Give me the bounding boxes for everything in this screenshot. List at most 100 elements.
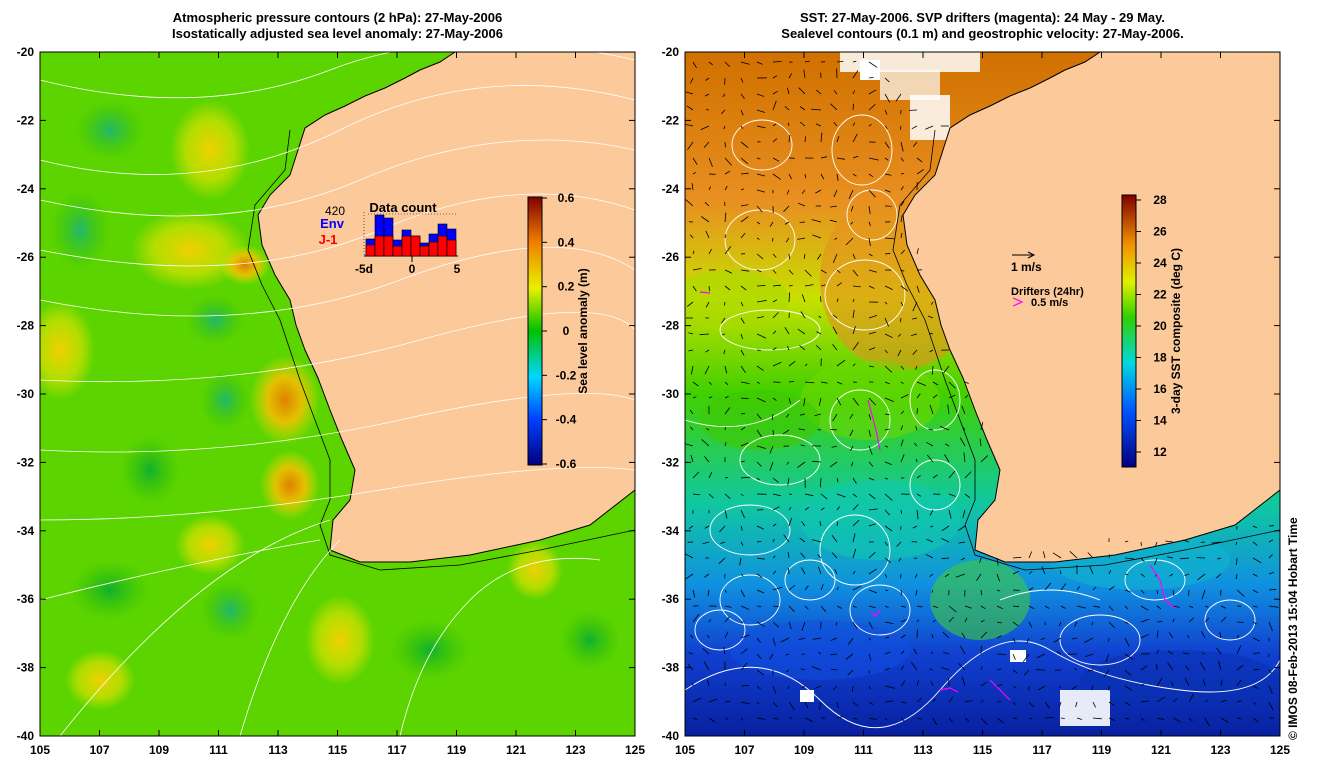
velocity-arrow	[958, 541, 966, 544]
velocity-arrow	[769, 445, 774, 454]
velocity-arrow	[756, 109, 765, 113]
velocity-arrow	[1091, 685, 1094, 691]
velocity-arrow	[811, 108, 822, 111]
velocity-arrow	[831, 552, 838, 559]
velocity-arrow	[1252, 589, 1259, 594]
velocity-arrow	[900, 301, 904, 307]
velocity-arrow	[979, 438, 982, 447]
velocity-arrow	[740, 349, 745, 356]
velocity-arrow	[916, 619, 920, 623]
velocity-arrow	[1056, 650, 1062, 655]
velocity-arrow	[708, 248, 712, 255]
velocity-arrow	[947, 404, 950, 415]
velocity-arrow	[1012, 637, 1016, 643]
velocity-arrow	[884, 333, 893, 339]
velocity-arrow	[804, 381, 815, 384]
velocity-arrow	[787, 552, 790, 559]
velocity-arrow	[772, 701, 778, 708]
velocity-arrow	[686, 301, 694, 307]
velocity-arrow	[964, 394, 969, 399]
velocity-arrow	[739, 557, 742, 566]
velocity-arrow	[948, 470, 956, 479]
velocity-arrow	[916, 493, 922, 497]
velocity-arrow	[1091, 621, 1094, 626]
velocity-arrow	[852, 548, 857, 559]
velocity-arrow	[756, 541, 762, 543]
velocity-arrow	[980, 699, 984, 703]
velocity-arrow	[962, 509, 966, 519]
velocity-arrow	[1028, 587, 1034, 591]
velocity-arrow	[756, 381, 760, 384]
velocity-arrow	[801, 567, 806, 575]
velocity-arrow	[740, 365, 746, 374]
velocity-arrow	[852, 363, 856, 367]
velocity-arrow	[1124, 605, 1129, 610]
velocity-arrow	[704, 202, 710, 207]
velocity-arrow	[740, 573, 744, 577]
velocity-arrow	[868, 285, 875, 289]
velocity-arrow	[868, 523, 876, 527]
velocity-arrow	[740, 333, 744, 340]
velocity-arrow	[787, 122, 790, 127]
velocity-arrow	[948, 493, 956, 497]
velocity-arrow	[1172, 717, 1182, 723]
velocity-arrow	[941, 538, 950, 543]
velocity-arrow	[868, 701, 874, 705]
velocity-arrow	[1092, 717, 1102, 720]
x-tick-label: 121	[1151, 743, 1171, 757]
velocity-arrow	[868, 637, 872, 641]
velocity-arrow	[831, 535, 838, 543]
velocity-arrow	[852, 504, 859, 511]
velocity-arrow	[884, 109, 888, 115]
velocity-arrow	[884, 445, 889, 448]
velocity-arrow	[831, 445, 838, 448]
velocity-arrow	[740, 426, 746, 431]
velocity-arrow	[836, 701, 839, 709]
velocity-arrow	[689, 234, 694, 239]
velocity-arrow	[1140, 557, 1145, 563]
velocity-arrow	[1044, 716, 1054, 719]
velocity-arrow	[916, 285, 920, 293]
velocity-arrow	[1140, 573, 1145, 578]
velocity-arrow	[740, 662, 748, 671]
velocity-arrow	[948, 381, 956, 389]
velocity-arrow	[756, 701, 760, 705]
velocity-arrow	[756, 397, 766, 403]
velocity-arrow	[1037, 685, 1046, 691]
velocity-arrow	[868, 589, 878, 594]
velocity-arrow	[996, 573, 1000, 582]
velocity-arrow	[1252, 621, 1257, 625]
velocity-arrow	[964, 617, 968, 623]
velocity-arrow	[797, 237, 806, 240]
velocity-arrow	[772, 685, 777, 694]
velocity-arrow	[1180, 557, 1190, 560]
velocity-arrow	[801, 621, 806, 632]
velocity-arrow	[849, 413, 854, 420]
velocity-arrow	[835, 621, 838, 626]
velocity-arrow	[798, 87, 806, 95]
velocity-arrow	[1216, 573, 1222, 579]
velocity-arrow	[942, 631, 950, 639]
velocity-arrow	[959, 437, 966, 447]
velocity-arrow	[724, 141, 726, 148]
velocity-arrow	[724, 717, 729, 721]
velocity-arrow	[1236, 664, 1244, 671]
velocity-arrow	[961, 632, 966, 639]
velocity-arrow	[692, 250, 695, 255]
velocity-arrow	[944, 573, 950, 578]
velocity-arrow	[1028, 621, 1033, 628]
velocity-arrow	[708, 61, 713, 66]
velocity-arrow	[1108, 621, 1115, 629]
velocity-arrow	[740, 634, 750, 639]
velocity-arrow	[1252, 525, 1258, 529]
velocity-arrow	[692, 471, 700, 479]
velocity-arrow	[955, 573, 966, 578]
velocity-arrow	[708, 493, 714, 499]
y-tick-label: -30	[662, 387, 680, 401]
velocity-arrow	[915, 365, 918, 370]
velocity-arrow	[772, 138, 778, 143]
drifter-tracks	[699, 291, 1176, 701]
velocity-arrow	[868, 413, 872, 420]
velocity-arrow	[833, 121, 838, 127]
velocity-arrow	[688, 525, 694, 529]
